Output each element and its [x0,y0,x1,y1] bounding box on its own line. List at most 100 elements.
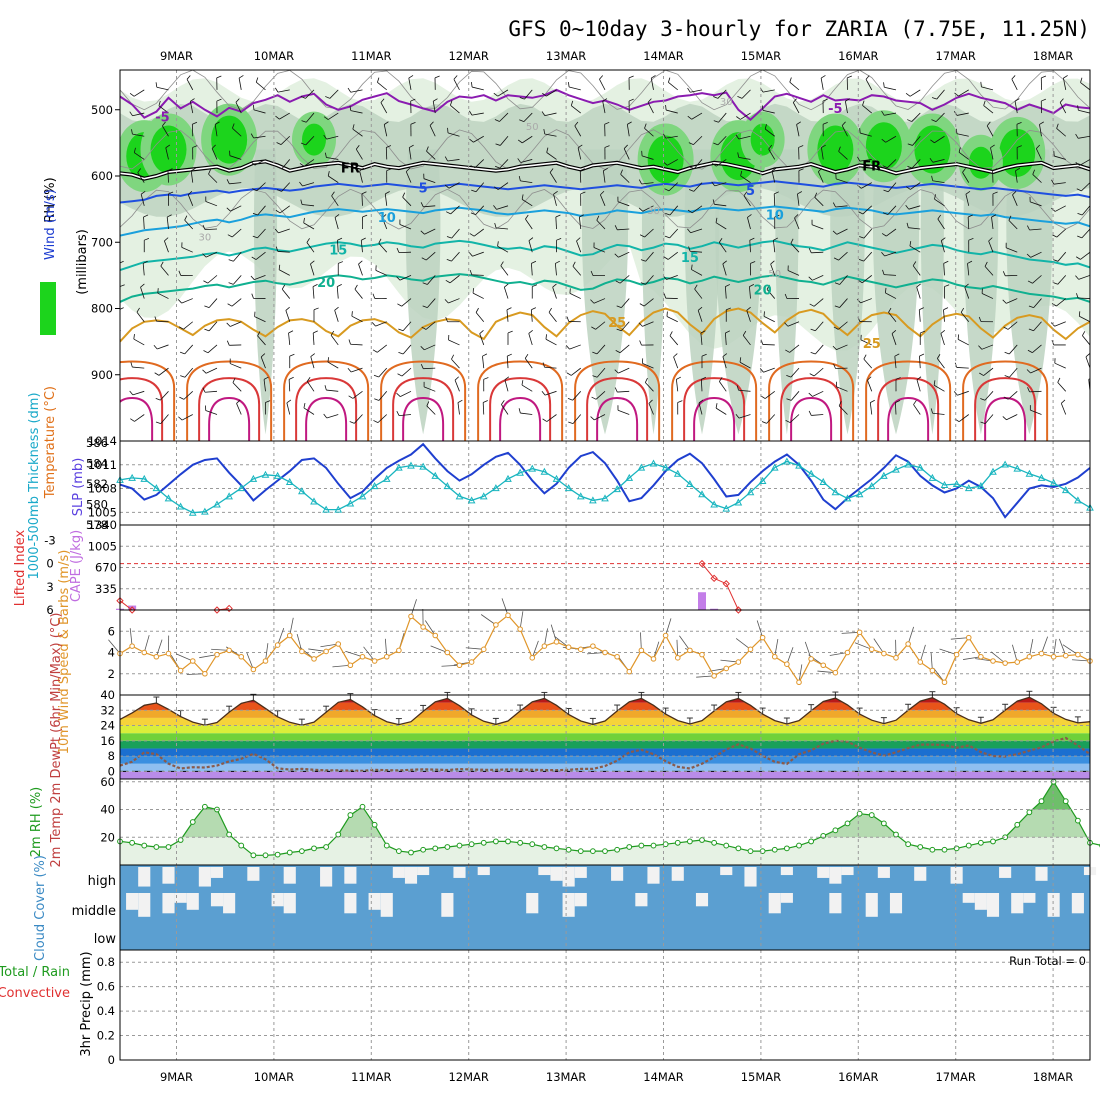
thickness-point [964,484,973,492]
date-label-top: 16MAR [838,49,878,63]
top-date-axis: 9MAR 10MAR 11MAR 12MAR 13MAR 14MAR 15MAR 16MAR 1… [160,49,1073,63]
wind-barb-flag [934,194,936,200]
thickness-point [977,482,985,490]
wind-barb [254,316,266,323]
wind-barb-flag [623,144,628,149]
wind-barb-flag [764,124,767,130]
cloud-clear-cell [1035,867,1048,881]
rh-point [723,842,730,849]
wind-barb-flag [349,421,355,424]
wind-speed-point [881,650,887,657]
wind-barb [964,287,970,299]
cloud-axis-label: Cloud Cover (%) [33,855,48,961]
wind-barb [205,410,218,415]
wind-barb-flag [202,387,206,393]
wind-barb-flag [378,238,382,244]
rh-point [323,844,330,850]
wind-barb-flag [334,214,340,218]
wind-barb [984,391,994,401]
temp-tick-label: 8 [108,749,115,763]
wind-barb-flag [285,306,290,311]
wind-barb [908,205,921,210]
wind-barb-flag [260,353,266,358]
wind-barb-flag [202,253,207,258]
wind-barb-flag [1026,369,1031,374]
warm-loop [402,396,445,441]
wind-barb-flag [1080,77,1083,83]
cloud-clear-cell [162,893,175,914]
wind-barb-flag [1088,378,1090,380]
wind-barb [310,263,315,276]
wind-barb [861,182,872,189]
wind-barb [569,344,581,350]
wind-barb-flag [130,362,133,368]
wind-barb [497,245,509,253]
wind-barb-flag [1015,167,1021,172]
wind-barb-flag [300,96,306,99]
wind-barb [909,89,921,97]
wind-barb-flag [859,236,865,239]
wind-barb-flag [1052,282,1058,285]
wind-barb [497,89,509,97]
wind-barb-flag [883,82,885,88]
wind-barb-flag [327,171,330,177]
date-label-bottom: 11MAR [351,1070,391,1084]
wind-speed-point [541,643,548,649]
wind-barb [160,414,169,424]
wind-speed-point [1014,659,1021,665]
rh-point [371,821,378,828]
wind-barb-flag [701,376,707,380]
wind-barb [424,344,436,351]
thickness-point [455,492,464,500]
wind-barb [932,412,945,415]
rh-blob-inner [914,125,951,174]
cloud-clear-cell [817,867,830,878]
wind-barb [618,367,630,374]
wind-speed-point [432,632,439,639]
wind-barb-flag [986,121,991,127]
wind-barb-flag [468,252,473,257]
wind-barb-flag [495,143,501,146]
cloud-clear-cell [380,893,393,917]
wind-barb-flag [177,299,182,304]
wind-barb [860,132,872,137]
wind-barb-flag [382,214,387,219]
wind-barb [1015,170,1018,183]
wind-barb-flag [722,353,728,357]
wind-barb-flag [747,214,752,218]
wind-barb [715,407,727,415]
wind-barb [933,384,945,392]
temp-band [120,725,1090,734]
wind-barb [479,333,485,346]
wind-speed-point [1026,653,1033,660]
wind-barb-flag [761,105,764,111]
wind-barb [641,182,654,185]
wind-barb-flag [286,399,292,404]
wind-barb-flag [1053,259,1059,262]
surface-wind-barb [990,651,1006,664]
wind-barb-flag [274,228,279,234]
wind-barb-flag [453,75,458,80]
upper-axis-label: (millibars) [75,229,90,295]
cloud-clear-cell [247,867,260,881]
wind-barb [934,135,945,144]
surface-wind-barb [676,639,679,658]
wind-barb [120,228,121,229]
wind-barb-flag [943,307,949,311]
surface-wind-barb [640,632,642,651]
wind-speed-point [323,648,329,655]
wind-barb-flag [794,214,799,219]
wind-speed-point [141,649,148,656]
wind-barb-flag [288,330,294,334]
wind-barb [205,201,218,207]
wind-barb-flag [250,275,255,280]
wind-barb-flag [500,261,504,267]
wind-speed-point [650,656,657,662]
wind-barb-flag [931,119,937,122]
wind-barb [553,194,557,206]
rh-point [1026,809,1033,816]
thickness-point [443,482,452,490]
wind-barb [181,414,193,421]
rh-point [771,846,778,853]
